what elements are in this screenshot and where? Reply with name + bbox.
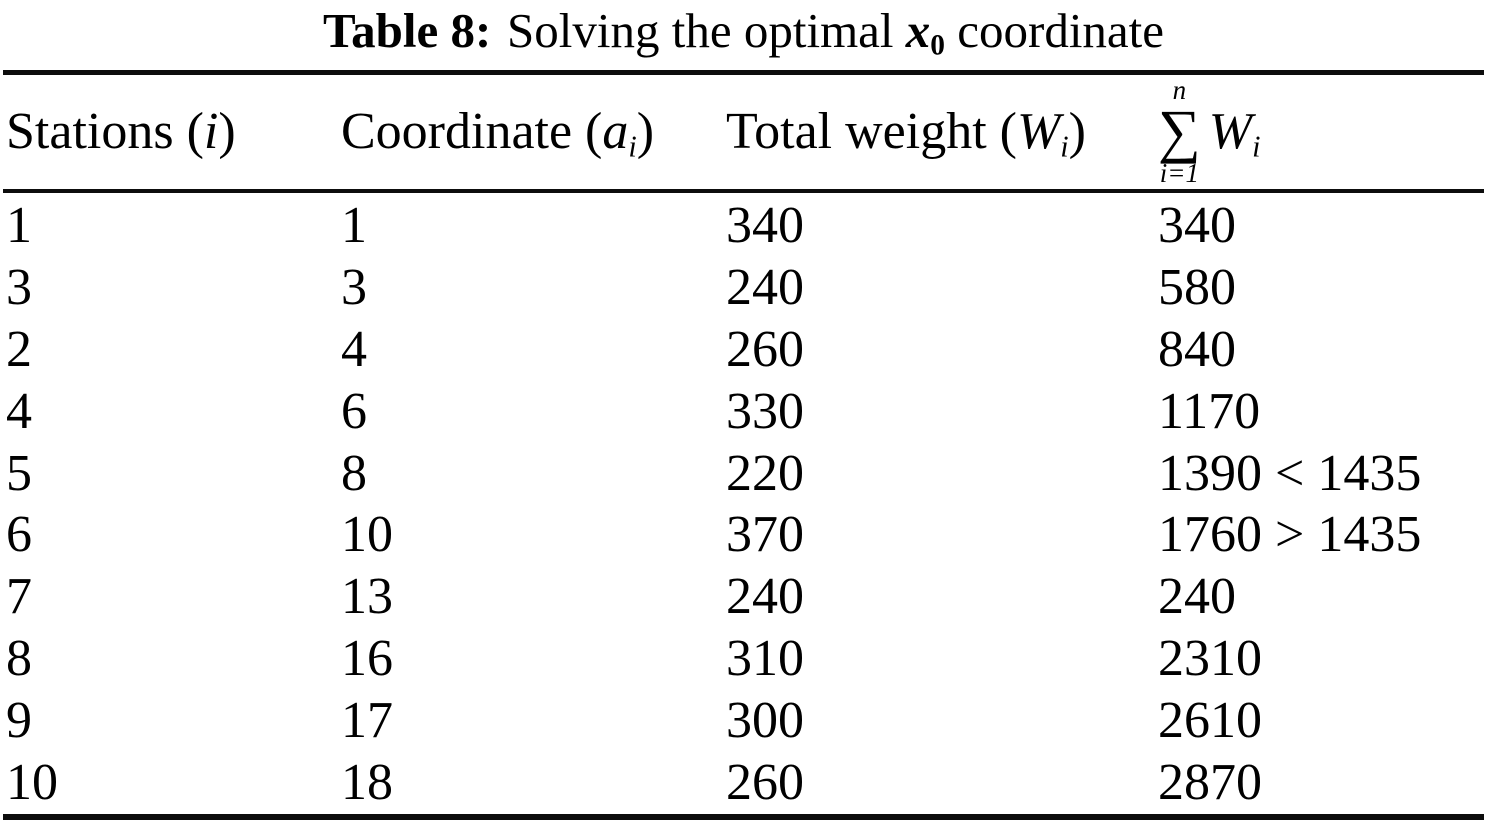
cumulative-cell: 240 [1158,568,1236,626]
table-row: 10 18 260 2870 [0,752,1487,814]
cumulative-cell: 1170 [1158,382,1261,440]
table-body: 1 1 340 340 3 3 240 580 2 4 260 840 4 6 … [0,195,1487,814]
sum-variable: Wi [1208,102,1261,161]
table-row: 9 17 300 2610 [0,690,1487,752]
header-coordinate-text: Coordinate ( [341,102,603,160]
table-row: 5 8 220 1390 < 1435 [0,443,1487,505]
summation-expression: n ∑ i=1 Wi [1158,74,1487,189]
coordinate-cell: 17 [341,692,393,750]
weight-cell: 260 [726,754,804,812]
station-cell: 2 [6,320,32,378]
header-coordinate-close: ) [636,102,655,160]
coordinate-cell: 8 [341,444,367,502]
header-stations-var: i [203,102,219,160]
station-cell: 5 [6,444,32,502]
header-stations-text: Stations ( [6,102,204,160]
cumulative-cell: 1760 > 1435 [1158,506,1422,564]
header-weight-text: Total weight ( [726,102,1017,160]
caption-math-variable: x [905,3,931,58]
table-header-row: Stations (i) Coordinate (ai) Total weigh… [0,74,1487,189]
table-bottom-rule [3,814,1484,820]
header-coordinate-sub: i [628,128,637,163]
coordinate-cell: 6 [341,382,367,440]
table-header-rule [3,189,1484,193]
header-coordinate: Coordinate (ai) [341,102,726,161]
station-cell: 3 [6,258,32,316]
table-row: 8 16 310 2310 [0,628,1487,690]
station-cell: 8 [6,630,32,688]
table-row: 4 6 330 1170 [0,381,1487,443]
sum-variable-letter: W [1208,102,1253,160]
table-number-label: Table 8: [322,3,492,58]
coordinate-cell: 16 [341,630,393,688]
table-row: 6 10 370 1760 > 1435 [0,505,1487,567]
caption-text: Solving the optimal [507,3,894,58]
weight-cell: 330 [726,382,804,440]
table-caption: Table 8: Solving the optimal x0 coordinate [0,0,1487,62]
cumulative-cell: 580 [1158,258,1236,316]
cumulative-cell: 2310 [1158,630,1262,688]
weight-cell: 370 [726,506,804,564]
cumulative-cell: 840 [1158,320,1236,378]
cumulative-cell: 1390 < 1435 [1158,444,1422,502]
coordinate-cell: 18 [341,754,393,812]
station-cell: 7 [6,568,32,626]
coordinate-cell: 1 [341,196,367,254]
weight-cell: 240 [726,568,804,626]
table-row: 2 4 260 840 [0,319,1487,381]
caption-text-after: coordinate [957,3,1165,58]
sigma-icon: ∑ [1158,97,1201,164]
header-coordinate-var: a [602,102,629,160]
sum-variable-subscript: i [1252,128,1261,163]
table-row: 1 1 340 340 [0,195,1487,257]
station-cell: 1 [6,196,32,254]
cumulative-cell: 2610 [1158,692,1262,750]
coordinate-cell: 10 [341,506,393,564]
header-weight-sub: i [1060,128,1069,163]
header-weight-close: ) [1068,102,1086,160]
sigma-stack: n ∑ i=1 [1158,74,1201,189]
weight-cell: 220 [726,444,804,502]
table-top-rule [3,70,1484,75]
caption-math-subscript: 0 [930,29,945,62]
sigma-upper-limit: n [1172,74,1187,105]
weight-cell: 300 [726,692,804,750]
sigma-lower-limit: i=1 [1159,158,1199,189]
coordinate-cell: 4 [341,320,367,378]
weight-cell: 340 [726,196,804,254]
weight-cell: 260 [726,320,804,378]
coordinate-cell: 3 [341,258,367,316]
weight-cell: 240 [726,258,804,316]
header-cumulative-sum: n ∑ i=1 Wi [1158,74,1487,189]
coordinate-cell: 13 [341,568,393,626]
header-stations-close: ) [218,102,236,160]
table-row: 7 13 240 240 [0,566,1487,628]
table-row: 3 3 240 580 [0,257,1487,319]
header-weight-var: W [1016,102,1061,160]
cumulative-cell: 340 [1158,196,1236,254]
station-cell: 10 [6,754,58,812]
header-stations: Stations (i) [6,102,341,160]
weight-cell: 310 [726,630,804,688]
station-cell: 6 [6,506,32,564]
cumulative-cell: 2870 [1158,754,1262,812]
header-total-weight: Total weight (Wi) [726,102,1158,161]
station-cell: 9 [6,692,32,750]
station-cell: 4 [6,382,32,440]
